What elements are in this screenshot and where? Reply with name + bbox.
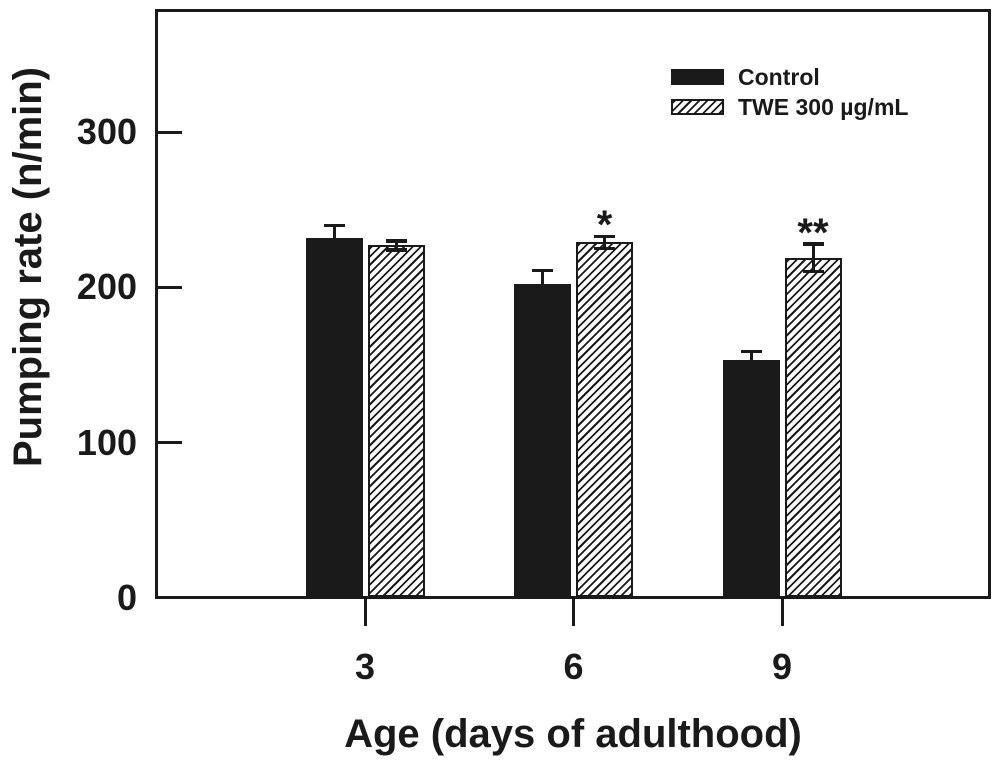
error-bar-twe-day9-cap-bottom xyxy=(802,269,824,274)
x-tick-label-9: 9 xyxy=(771,646,793,687)
x-tick-label-3: 3 xyxy=(354,646,376,687)
error-bar-control-day9-cap-top xyxy=(740,349,762,354)
legend-label-control: Control xyxy=(738,64,820,90)
error-bar-control-day6-stem xyxy=(541,270,544,291)
error-bar-twe-day6-stem xyxy=(603,236,606,249)
legend-item-control: Control xyxy=(671,64,908,90)
error-bar-twe-day6-cap-top xyxy=(594,234,615,239)
legend-label-twe: TWE 300 µg/mL xyxy=(738,94,909,120)
x-tick-9 xyxy=(780,597,784,626)
legend-swatch-hatched-icon xyxy=(671,99,724,115)
x-tick-3 xyxy=(363,597,367,626)
y-tick-label-100: 100 xyxy=(76,421,137,463)
x-axis-title: Age (days of adulthood) xyxy=(344,712,802,756)
bar-control-day6 xyxy=(514,284,571,597)
plot-area xyxy=(155,9,991,599)
error-bar-twe-day3-stem xyxy=(394,240,398,251)
error-bar-control-day9-stem xyxy=(749,351,753,367)
error-bar-control-day3-stem xyxy=(332,225,336,244)
error-bar-control-day6-cap-top xyxy=(532,268,553,273)
y-tick-300 xyxy=(158,130,182,134)
legend: Control TWE 300 µg/mL xyxy=(671,64,908,124)
bar-control-day3 xyxy=(305,237,363,597)
y-tick-label-200: 200 xyxy=(76,266,137,308)
significance-marker-day6: * xyxy=(596,203,613,248)
significance-marker-day9: ** xyxy=(797,210,829,255)
y-tick-200 xyxy=(158,285,182,289)
bar-twe-day6 xyxy=(576,242,633,597)
bar-twe-day9 xyxy=(784,257,842,597)
error-bar-twe-day3-cap-bottom xyxy=(385,248,407,252)
error-bar-twe-day3-cap-top xyxy=(385,239,407,243)
legend-swatch-solid-icon xyxy=(671,69,724,85)
bar-twe-day3 xyxy=(367,245,425,597)
legend-item-twe: TWE 300 µg/mL xyxy=(671,94,908,120)
y-tick-label-0: 0 xyxy=(116,577,137,618)
y-tick-100 xyxy=(158,441,182,445)
error-bar-twe-day9-cap-top xyxy=(802,242,824,246)
x-tick-6 xyxy=(572,597,575,626)
bar-control-day9 xyxy=(722,360,780,597)
y-tick-label-300: 300 xyxy=(76,111,137,152)
error-bar-twe-day6-cap-bottom xyxy=(594,246,615,250)
x-tick-label-6: 6 xyxy=(563,646,584,687)
error-bar-control-day3-cap-top xyxy=(323,223,345,228)
error-bar-twe-day9-stem xyxy=(811,243,815,272)
